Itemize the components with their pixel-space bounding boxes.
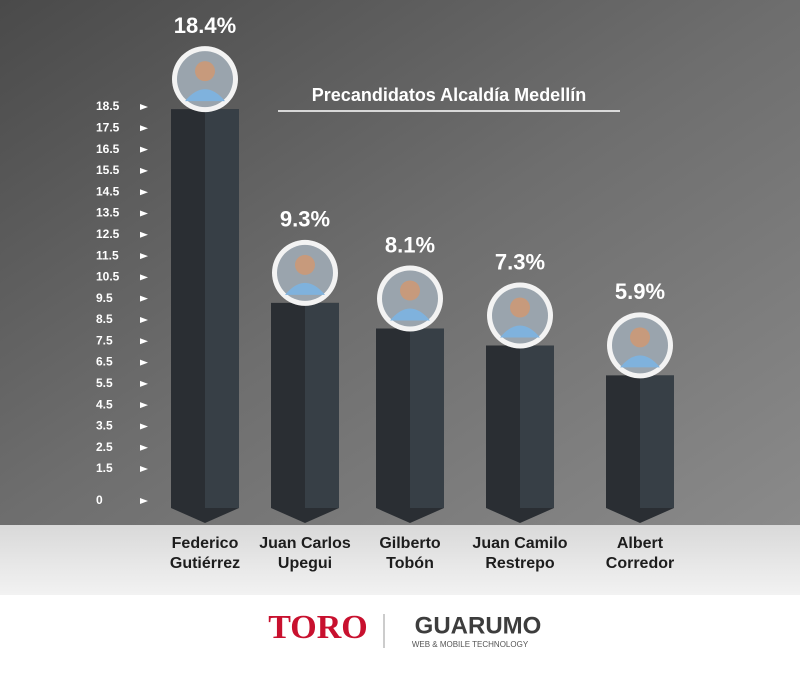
- y-tick-label: 0: [96, 493, 103, 507]
- photo-body: [390, 308, 430, 321]
- y-tick-label: 6.5: [96, 355, 113, 369]
- y-tick-label: 10.5: [96, 270, 120, 284]
- x-tick-label: Federico Gutiérrez: [169, 535, 241, 572]
- value-label: 8.1%: [385, 232, 435, 257]
- tick-mark: [140, 231, 148, 238]
- value-label: 9.3%: [280, 207, 330, 232]
- bar-highlight: [410, 328, 444, 508]
- y-tick-label: 12.5: [96, 227, 120, 241]
- y-tick-label: 13.5: [96, 206, 120, 220]
- tick-mark: [140, 125, 148, 132]
- tick-mark: [140, 146, 148, 153]
- tick-mark: [140, 402, 148, 409]
- tick-mark: [140, 295, 148, 302]
- tick-mark: [140, 380, 148, 387]
- tick-mark: [140, 316, 148, 323]
- photo-head: [510, 297, 530, 318]
- y-tick-label: 8.5: [96, 312, 113, 326]
- y-tick-label: 14.5: [96, 184, 120, 198]
- y-tick-label: 17.5: [96, 120, 120, 134]
- y-tick-label: 4.5: [96, 397, 113, 411]
- x-tick-label: Juan Carlos Upegui: [259, 535, 351, 572]
- tick-mark: [140, 498, 148, 504]
- photo-body: [185, 89, 225, 102]
- bar-highlight: [640, 375, 674, 508]
- tick-mark: [140, 444, 148, 451]
- photo-head: [295, 254, 315, 275]
- partner-logo: GUARUMO: [415, 612, 542, 639]
- photo-body: [500, 325, 540, 338]
- y-tick-label: 3.5: [96, 419, 113, 433]
- tick-mark: [140, 104, 148, 110]
- chart-title: Precandidatos Alcaldía Medellín: [312, 85, 586, 105]
- y-tick-label: 1.5: [96, 461, 113, 475]
- tick-mark: [140, 338, 148, 345]
- tick-mark: [140, 253, 148, 260]
- photo-head: [630, 327, 650, 348]
- tick-mark: [140, 423, 148, 430]
- x-tick-label: Juan Camilo Restrepo: [472, 535, 568, 572]
- photo-body: [620, 355, 660, 368]
- bar-highlight: [520, 345, 554, 508]
- tick-mark: [140, 210, 148, 217]
- partner-tagline: WEB & MOBILE TECHNOLOGY: [412, 640, 529, 649]
- photo-head: [400, 280, 420, 301]
- value-label: 18.4%: [174, 13, 236, 38]
- y-tick-label: 2.5: [96, 440, 113, 454]
- y-tick-label: 9.5: [96, 291, 113, 305]
- brand-logo: TORO: [268, 609, 368, 646]
- bar-highlight: [305, 302, 339, 508]
- y-tick-label: 5.5: [96, 376, 113, 390]
- y-tick-label: 15.5: [96, 163, 120, 177]
- tick-mark: [140, 466, 148, 473]
- y-tick-label: 18.5: [96, 99, 120, 113]
- y-tick-label: 7.5: [96, 333, 113, 347]
- y-tick-label: 16.5: [96, 142, 120, 156]
- photo-head: [195, 61, 215, 82]
- tick-mark: [140, 274, 148, 281]
- x-tick-label: Gilberto Tobón: [379, 535, 441, 572]
- x-tick-label: Albert Corredor: [605, 535, 675, 572]
- value-label: 7.3%: [495, 249, 545, 274]
- tick-mark: [140, 359, 148, 366]
- y-tick-label: 11.5: [96, 248, 119, 262]
- tick-mark: [140, 167, 148, 174]
- bar-highlight: [205, 109, 239, 508]
- tick-mark: [140, 189, 148, 196]
- label-band: [0, 525, 800, 595]
- photo-body: [285, 282, 325, 295]
- value-label: 5.9%: [615, 279, 665, 304]
